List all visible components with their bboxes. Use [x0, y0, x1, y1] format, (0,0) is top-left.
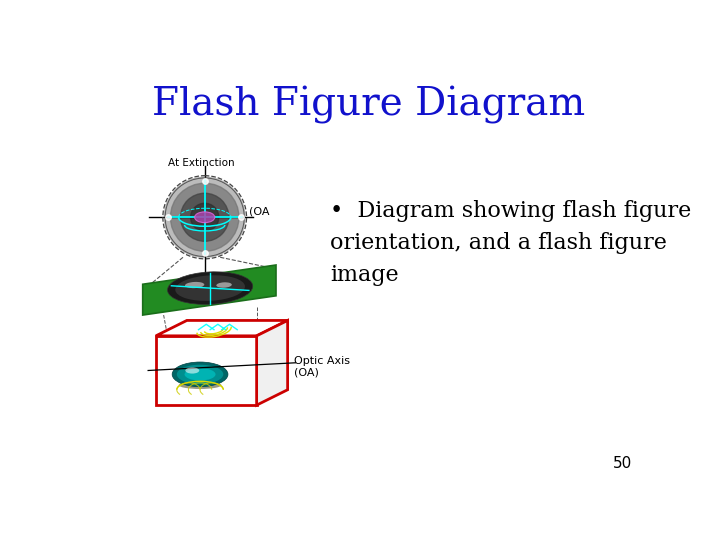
Circle shape	[171, 183, 239, 251]
Text: Optic Axis
(OA): Optic Axis (OA)	[294, 356, 350, 377]
Ellipse shape	[179, 381, 221, 389]
Polygon shape	[143, 265, 276, 315]
Polygon shape	[256, 320, 287, 405]
Text: At Extinction: At Extinction	[168, 158, 234, 168]
Ellipse shape	[168, 272, 253, 305]
Circle shape	[181, 193, 229, 241]
Text: Flash Figure Diagram: Flash Figure Diagram	[153, 86, 585, 124]
Ellipse shape	[216, 282, 232, 288]
Text: 50: 50	[613, 456, 632, 471]
Circle shape	[191, 203, 219, 231]
Polygon shape	[156, 320, 287, 336]
Ellipse shape	[185, 282, 204, 288]
Ellipse shape	[172, 362, 228, 387]
Polygon shape	[156, 336, 256, 405]
Text: (OA: (OA	[249, 206, 269, 216]
Circle shape	[164, 177, 245, 257]
Ellipse shape	[177, 364, 223, 384]
Ellipse shape	[194, 212, 215, 222]
Ellipse shape	[184, 368, 215, 381]
Ellipse shape	[175, 275, 245, 301]
Ellipse shape	[185, 367, 199, 374]
Text: •  Diagram showing flash figure
orientation, and a flash figure
image: • Diagram showing flash figure orientati…	[330, 200, 691, 286]
